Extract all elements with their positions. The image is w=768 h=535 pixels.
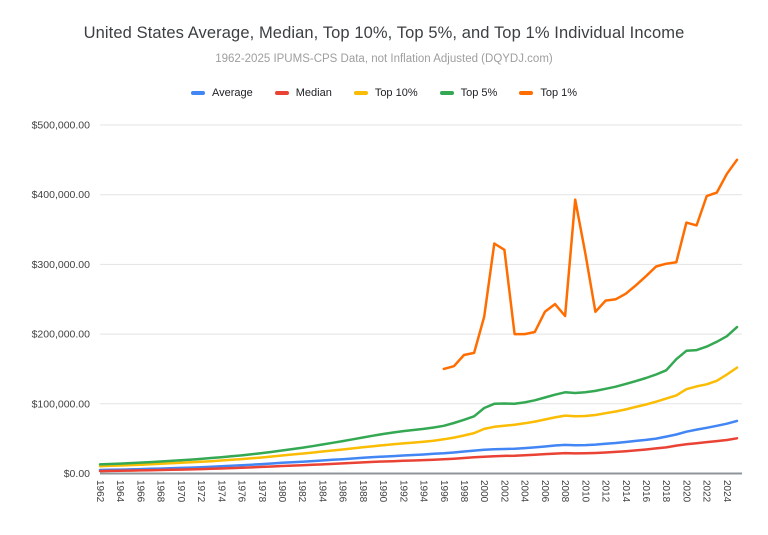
x-axis-tick-label: 2010: [579, 480, 590, 503]
x-axis-tick-label: 2024: [721, 480, 732, 503]
x-axis-tick-label: 1982: [296, 480, 307, 503]
y-axis-tick-label: $500,000.00: [32, 120, 91, 132]
series-line-average: [98, 419, 739, 472]
x-axis-tick-label: 1988: [357, 480, 368, 503]
x-axis-tick-label: 1984: [316, 480, 327, 503]
chart-title: United States Average, Median, Top 10%, …: [83, 24, 685, 42]
x-axis-tick-label: 2008: [559, 480, 570, 503]
legend-label-top1: Top 1%: [540, 87, 578, 99]
series-line-top-5-: [98, 325, 739, 466]
legend-label-top5: Top 5%: [460, 87, 498, 99]
x-axis-tick-label: 2014: [620, 480, 631, 503]
x-axis-tick-label: 1962: [94, 480, 105, 503]
chart-legend: Average Median Top 10% Top 5% Top 1%: [0, 87, 768, 99]
legend-item-top10: Top 10%: [353, 87, 418, 99]
legend-swatch-top5: [439, 91, 454, 95]
x-axis-tick-label: 1970: [175, 480, 186, 503]
legend-item-top5: Top 5%: [439, 87, 498, 99]
legend-swatch-median: [274, 91, 289, 95]
legend-label-average: Average: [211, 87, 253, 99]
legend-swatch-top1: [519, 91, 534, 95]
x-axis-tick-label: 2020: [680, 480, 691, 503]
x-axis-tick-label: 1986: [337, 480, 348, 503]
x-axis-tick-label: 2006: [539, 480, 550, 503]
y-axis-tick-label: $0.00: [64, 468, 90, 480]
series-line-top-1-: [442, 158, 739, 371]
x-axis-tick-label: 1968: [155, 480, 166, 503]
x-axis-tick-label: 1974: [215, 480, 226, 503]
chart-subtitle: 1962-2025 IPUMS-CPS Data, not Inflation …: [215, 53, 553, 65]
y-axis-tick-label: $300,000.00: [32, 259, 91, 271]
x-axis-tick-label: 2016: [640, 480, 651, 503]
x-axis-tick-label: 1990: [377, 480, 388, 503]
x-axis-tick-label: 1996: [438, 480, 449, 503]
series-line-top-10-: [98, 366, 739, 468]
x-axis-tick-label: 1978: [256, 480, 267, 503]
x-axis-tick-label: 1964: [114, 480, 125, 503]
x-axis-tick-label: 1980: [276, 480, 287, 503]
x-axis-tick-label: 1966: [134, 480, 145, 503]
x-axis-tick-label: 2000: [478, 480, 489, 503]
x-axis-tick-label: 1972: [195, 480, 206, 503]
x-axis-tick-label: 2012: [600, 480, 611, 503]
y-axis-tick-label: $100,000.00: [32, 398, 91, 410]
legend-label-median: Median: [295, 87, 332, 99]
x-axis-tick-label: 2004: [519, 480, 530, 503]
legend-item-median: Median: [274, 87, 332, 99]
x-axis-tick-label: 1976: [236, 480, 247, 503]
legend-label-top10: Top 10%: [374, 87, 418, 99]
x-axis-tick-label: 2018: [660, 480, 671, 503]
x-axis-tick-label: 1998: [458, 480, 469, 503]
x-axis-tick-label: 2002: [498, 480, 509, 503]
x-axis-tick-label: 2022: [701, 480, 712, 503]
y-axis-tick-label: $400,000.00: [32, 189, 91, 201]
legend-item-average: Average: [190, 87, 253, 99]
legend-swatch-average: [190, 91, 205, 95]
legend-item-top1: Top 1%: [519, 87, 577, 99]
x-axis-tick-label: 1992: [397, 480, 408, 503]
legend-swatch-top10: [353, 91, 368, 95]
y-axis-tick-label: $200,000.00: [32, 329, 91, 341]
series-line-median: [98, 437, 739, 473]
x-axis-tick-label: 1994: [418, 480, 429, 503]
